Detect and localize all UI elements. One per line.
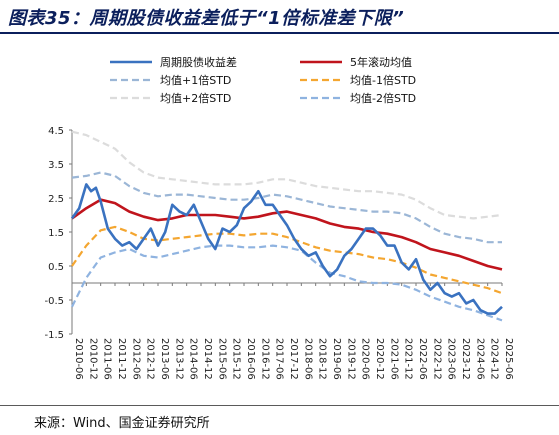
x-tick-label: 2014-06 — [188, 338, 199, 380]
x-tick-label: 2021-12 — [403, 338, 414, 380]
x-tick-label: 2018-12 — [317, 338, 328, 380]
y-tick-label: -0.5 — [44, 296, 64, 307]
x-tick-label: 2015-12 — [231, 338, 242, 380]
footer-divider — [0, 405, 559, 406]
legend-label-5: 均值-2倍STD — [350, 91, 416, 105]
legend-label-1: 5年滚动均值 — [350, 55, 412, 69]
x-tick-label: 2022-12 — [431, 338, 442, 380]
y-tick-label: 1.5 — [48, 228, 64, 239]
y-tick-label: 3.5 — [48, 160, 64, 171]
chart-lines — [70, 130, 503, 322]
title-divider — [0, 32, 559, 34]
legend-label-3: 均值-1倍STD — [350, 73, 416, 87]
y-tick-label: 0.5 — [48, 262, 64, 273]
x-tick-label: 2011-12 — [116, 338, 127, 380]
legend-label-2: 均值+1倍STD — [160, 73, 231, 87]
legend-label-0: 周期股债收益差 — [160, 55, 237, 69]
chart-axes: 4.5 3.5 2.5 1.5 0.5 -0.5 -1.5 2010-06 2010-12 201… — [44, 126, 514, 380]
x-tick-label: 2013-06 — [159, 338, 170, 380]
x-tick-label: 2016-06 — [245, 338, 256, 380]
series-line-0 — [70, 183, 503, 315]
series-line-4 — [71, 130, 503, 220]
source-note: 来源：Wind、国金证券研究所 — [34, 416, 210, 431]
legend-label-4: 均值+2倍STD — [160, 91, 231, 105]
x-tick-label: 2020-06 — [360, 338, 371, 380]
series-line-2 — [71, 171, 502, 244]
x-tick-label: 2017-12 — [288, 338, 299, 380]
x-tick-label: 2019-12 — [345, 338, 356, 380]
x-tick-label: 2018-06 — [302, 338, 313, 380]
x-tick-label: 2015-06 — [216, 338, 227, 380]
x-tick-label: 2012-12 — [145, 338, 156, 380]
y-tick-label: 4.5 — [48, 126, 64, 137]
x-tick-label: 2010-06 — [73, 338, 84, 380]
x-tick-label: 2010-12 — [87, 338, 98, 380]
x-tick-label: 2017-06 — [274, 338, 285, 380]
x-tick-label: 2014-12 — [202, 338, 213, 380]
x-tick-label: 2022-06 — [417, 338, 428, 380]
x-tick-label: 2023-12 — [460, 338, 471, 380]
y-tick-label: -1.5 — [44, 330, 64, 341]
x-tick-label: 2024-06 — [474, 338, 485, 380]
x-tick-label: 2025-06 — [503, 338, 514, 380]
series-line-1 — [71, 198, 503, 271]
x-tick-label: 2021-06 — [388, 338, 399, 380]
y-tick-label: 2.5 — [48, 194, 64, 205]
x-tick-label: 2024-12 — [489, 338, 500, 380]
series-line-5 — [71, 244, 503, 322]
x-tick-label: 2016-12 — [259, 338, 270, 380]
x-tick-label: 2019-06 — [331, 338, 342, 380]
x-tick-label: 2013-12 — [173, 338, 184, 380]
x-tick-label: 2023-06 — [446, 338, 457, 380]
x-tick-label: 2020-12 — [374, 338, 385, 380]
chart-title: 图表35：周期股债收益差低于“1倍标准差下限” — [8, 8, 405, 29]
x-tick-label: 2012-06 — [130, 338, 141, 380]
x-tick-label: 2011-06 — [102, 338, 113, 380]
